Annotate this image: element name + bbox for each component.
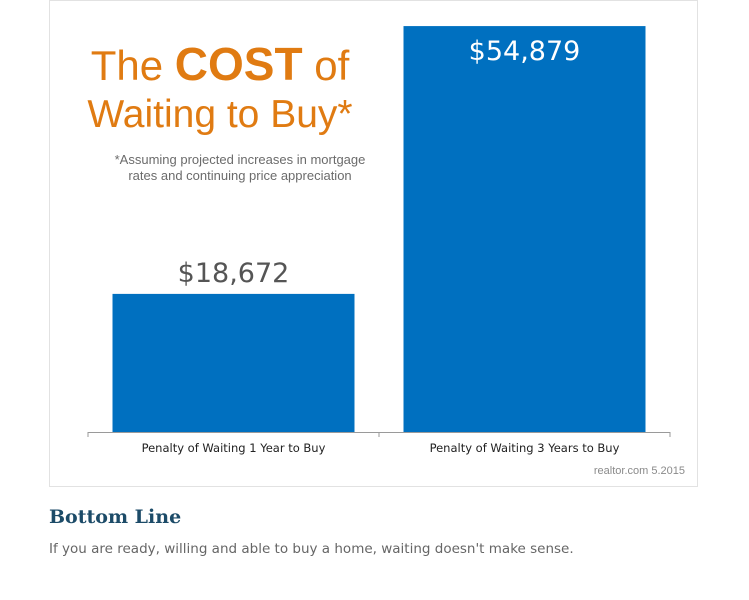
chart-title-line-1: The COST of (50, 37, 390, 91)
bar-2 (403, 26, 646, 433)
bottom-line-heading: Bottom Line (49, 506, 182, 528)
x-tick-label: Penalty of Waiting 1 Year to Buy (142, 441, 326, 455)
bar-chart: $18,672 Penalty of Waiting 1 Year to Buy $… (87, 26, 671, 455)
title-prefix: The (90, 42, 175, 89)
title-suffix: of (302, 42, 350, 89)
source-note: realtor.com 5.2015 (593, 465, 685, 477)
chart-title-line-2: Waiting to Buy* (87, 93, 353, 136)
chart-figure: $18,672 Penalty of Waiting 1 Year to Buy $… (49, 0, 698, 487)
bar-value-label: $54,879 (469, 36, 581, 67)
bar-1 (112, 293, 355, 432)
bar-value-label: $18,672 (178, 258, 290, 289)
x-tick-label: Penalty of Waiting 3 Years to Buy (430, 441, 620, 455)
bottom-line-text: If you are ready, willing and able to bu… (49, 541, 574, 557)
chart-footnote-line-2: rates and continuing price appreciation (128, 168, 352, 183)
chart-footnote-line-1: *Assuming projected increases in mortgag… (114, 152, 366, 167)
title-emphasis: COST (174, 38, 303, 90)
